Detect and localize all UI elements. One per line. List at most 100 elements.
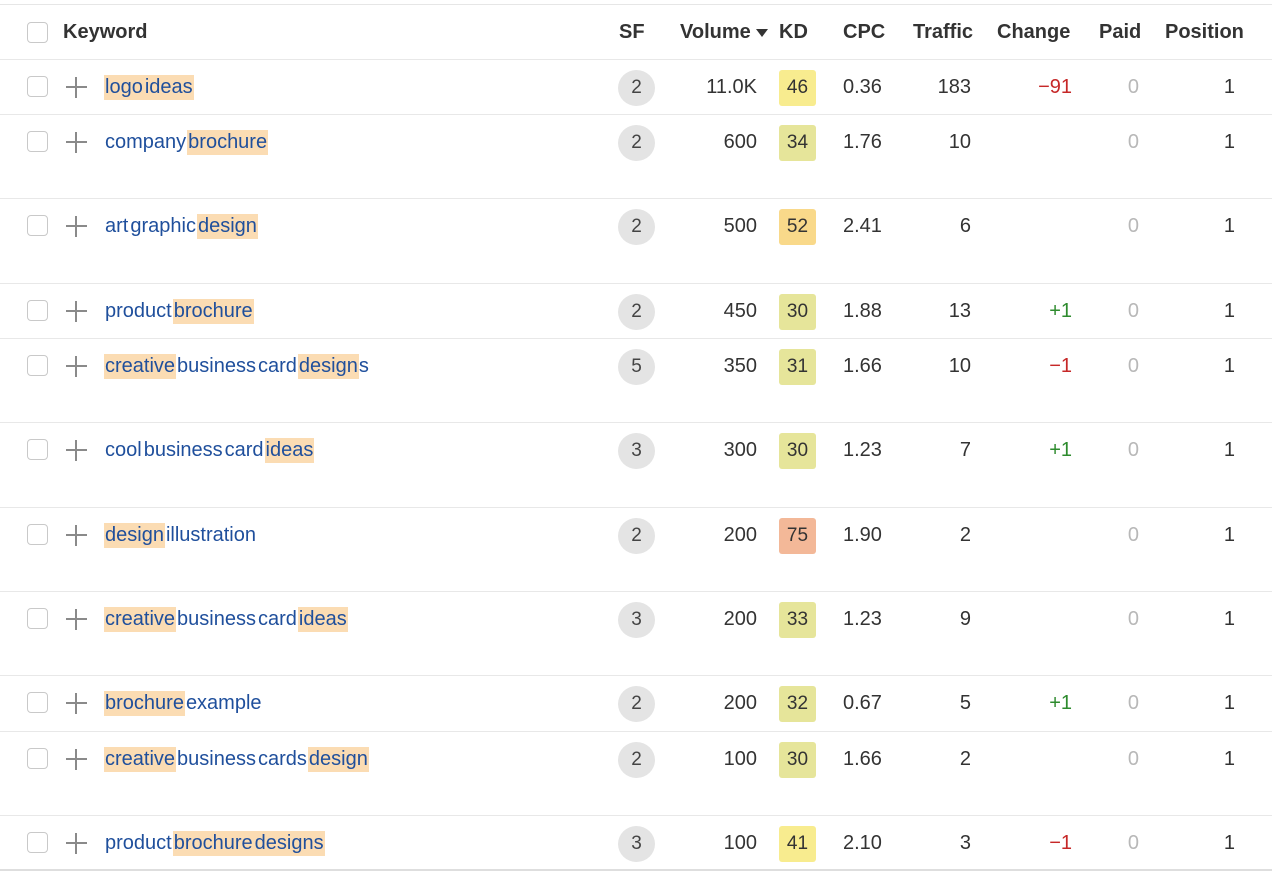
add-keyword-plus-icon[interactable] <box>66 833 87 854</box>
cpc-value: 0.67 <box>843 692 882 714</box>
keyword-word: product <box>105 300 172 322</box>
add-keyword-plus-icon[interactable] <box>66 356 87 377</box>
serp-features-badge[interactable]: 3 <box>618 433 655 469</box>
serp-features-badge[interactable]: 3 <box>618 602 655 638</box>
serp-features-badge[interactable]: 2 <box>618 70 655 106</box>
serp-features-badge[interactable]: 2 <box>618 518 655 554</box>
row-checkbox[interactable] <box>27 748 48 769</box>
keyword-link[interactable]: creative business card ideas <box>104 592 348 647</box>
row-checkbox[interactable] <box>27 608 48 629</box>
keyword-word: business <box>177 355 256 377</box>
serp-features-badge[interactable]: 2 <box>618 686 655 722</box>
traffic-value: 10 <box>948 355 971 377</box>
paid-value: 0 <box>1127 748 1139 770</box>
kd-badge: 31 <box>779 349 816 385</box>
cpc-value: 2.41 <box>843 215 882 237</box>
add-keyword-plus-icon[interactable] <box>66 77 87 98</box>
add-keyword-plus-icon[interactable] <box>66 693 87 714</box>
paid-value: 0 <box>1127 608 1139 630</box>
traffic-value: 183 <box>937 76 971 98</box>
keyword-word: example <box>185 692 262 714</box>
header-position[interactable]: Position <box>1165 20 1244 43</box>
header-change[interactable]: Change <box>997 20 1071 43</box>
paid-value: 0 <box>1127 832 1139 854</box>
serp-features-badge[interactable]: 5 <box>618 349 655 385</box>
keyword-word: logo <box>104 75 144 100</box>
keyword-link[interactable]: creative business cards design <box>104 732 369 787</box>
traffic-value: 7 <box>959 439 971 461</box>
add-keyword-plus-icon[interactable] <box>66 749 87 770</box>
keyword-word: cards <box>257 748 307 770</box>
keyword-word: brochure <box>172 299 254 324</box>
volume-value: 100 <box>723 748 757 770</box>
header-volume[interactable]: Volume <box>680 5 768 59</box>
serp-features-badge[interactable]: 2 <box>618 209 655 245</box>
add-keyword-plus-icon[interactable] <box>66 440 87 461</box>
add-keyword-plus-icon[interactable] <box>66 301 87 322</box>
cpc-value: 1.23 <box>843 608 882 630</box>
keyword-word: brochure <box>104 691 185 716</box>
keyword-link[interactable]: brochure example <box>104 676 263 731</box>
keyword-link[interactable]: art graphic design <box>104 199 258 254</box>
keyword-link[interactable]: design illustration <box>104 508 257 563</box>
row-checkbox[interactable] <box>27 215 48 236</box>
select-all-checkbox[interactable] <box>27 22 48 43</box>
header-keyword[interactable]: Keyword <box>63 20 148 43</box>
position-value: 1 <box>1223 355 1235 377</box>
serp-features-badge[interactable]: 2 <box>618 294 655 330</box>
row-checkbox[interactable] <box>27 439 48 460</box>
header-cpc[interactable]: CPC <box>843 20 886 43</box>
volume-value: 200 <box>723 524 757 546</box>
traffic-value: 13 <box>948 300 971 322</box>
row-checkbox[interactable] <box>27 524 48 545</box>
header-kd[interactable]: KD <box>779 20 808 43</box>
keyword-word: creative <box>104 607 177 632</box>
table-row: creative business card design s 5 350 31 1.66… <box>0 338 1272 394</box>
row-checkbox[interactable] <box>27 355 48 376</box>
keyword-word: creative <box>104 354 177 379</box>
volume-value: 100 <box>723 832 757 854</box>
change-value: −1 <box>1049 355 1072 377</box>
keyword-link[interactable]: product brochure designs <box>104 816 325 871</box>
header-sf[interactable]: SF <box>619 20 645 43</box>
keyword-link[interactable]: creative business card design s <box>104 339 369 394</box>
row-checkbox[interactable] <box>27 131 48 152</box>
row-checkbox[interactable] <box>27 300 48 321</box>
change-value: +1 <box>1049 692 1072 714</box>
top-border <box>0 4 1272 5</box>
add-keyword-plus-icon[interactable] <box>66 609 87 630</box>
kd-badge: 34 <box>779 125 816 161</box>
header-paid[interactable]: Paid <box>1099 20 1142 43</box>
position-value: 1 <box>1223 131 1235 153</box>
row-checkbox[interactable] <box>27 832 48 853</box>
header-traffic[interactable]: Traffic <box>913 20 974 43</box>
keyword-word: design <box>196 214 258 239</box>
keyword-word: product <box>105 832 172 854</box>
keyword-link[interactable]: logo ideas <box>104 60 194 115</box>
add-keyword-plus-icon[interactable] <box>66 132 87 153</box>
traffic-value: 6 <box>959 215 971 237</box>
row-checkbox[interactable] <box>27 692 48 713</box>
position-value: 1 <box>1223 300 1235 322</box>
table-row: art graphic design 2 500 52 2.41 6 0 1 <box>0 198 1272 254</box>
keyword-word: graphic <box>130 215 196 237</box>
kd-badge: 30 <box>779 742 816 778</box>
position-value: 1 <box>1223 76 1235 98</box>
row-checkbox[interactable] <box>27 76 48 97</box>
traffic-value: 5 <box>959 692 971 714</box>
keyword-link[interactable]: company brochure <box>104 115 269 170</box>
kd-badge: 52 <box>779 209 816 245</box>
volume-value: 300 <box>723 439 757 461</box>
keyword-link[interactable]: cool business card ideas <box>104 423 315 478</box>
serp-features-badge[interactable]: 2 <box>618 125 655 161</box>
paid-value: 0 <box>1127 215 1139 237</box>
traffic-value: 10 <box>948 131 971 153</box>
add-keyword-plus-icon[interactable] <box>66 216 87 237</box>
add-keyword-plus-icon[interactable] <box>66 525 87 546</box>
kd-badge: 33 <box>779 602 816 638</box>
serp-features-badge[interactable]: 2 <box>618 742 655 778</box>
serp-features-badge[interactable]: 3 <box>618 826 655 862</box>
keyword-word: design <box>104 523 165 548</box>
keyword-word: brochure <box>187 130 269 155</box>
keyword-link[interactable]: product brochure <box>104 284 254 339</box>
